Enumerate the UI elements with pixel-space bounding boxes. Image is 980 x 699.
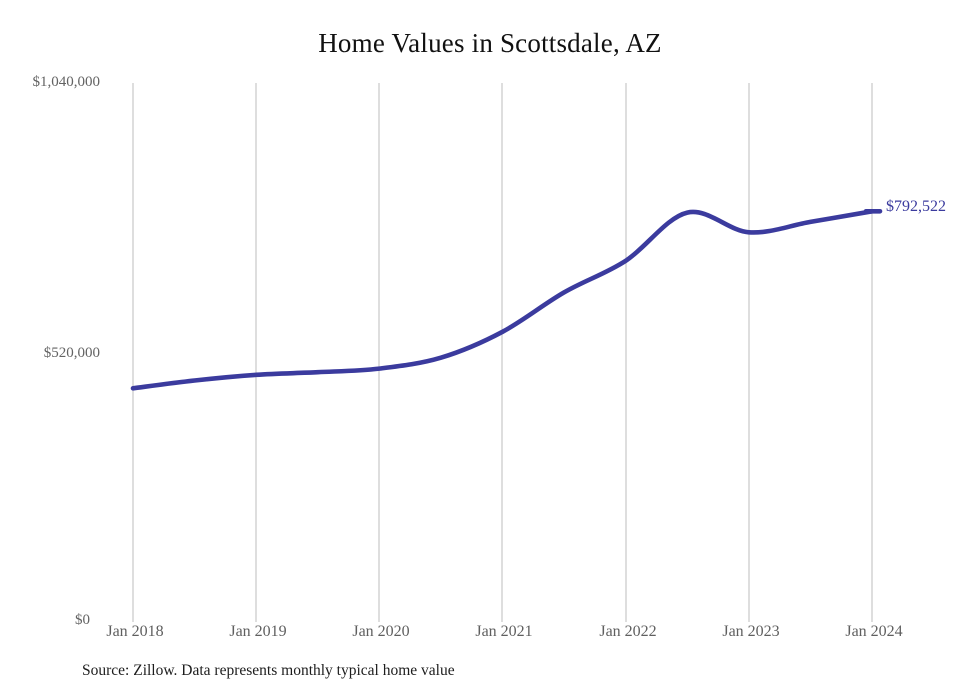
x-tick-label-jan-2024: Jan 2024	[845, 623, 903, 640]
end-value-annotation: $792,522	[886, 198, 946, 216]
y-tick-label-top: $1,040,000	[32, 74, 101, 90]
source-note: Source: Zillow. Data represents monthly …	[82, 662, 455, 679]
x-tick-label-jan-2022: Jan 2022	[599, 623, 657, 640]
y-tick-label-mid: $520,000	[43, 345, 100, 361]
y-tick-label-bottom: $0	[75, 612, 90, 628]
chart-title: Home Values in Scottsdale, AZ	[318, 28, 662, 58]
gridlines	[132, 83, 873, 622]
x-tick-label-jan-2021: Jan 2021	[475, 623, 533, 640]
x-tick-label-jan-2019: Jan 2019	[229, 623, 287, 640]
x-tick-label-jan-2023: Jan 2023	[722, 623, 780, 640]
series-line-typical-home-value	[130, 209, 875, 391]
x-tick-label-jan-2018: Jan 2018	[106, 623, 164, 640]
x-tick-label-jan-2020: Jan 2020	[352, 623, 410, 640]
